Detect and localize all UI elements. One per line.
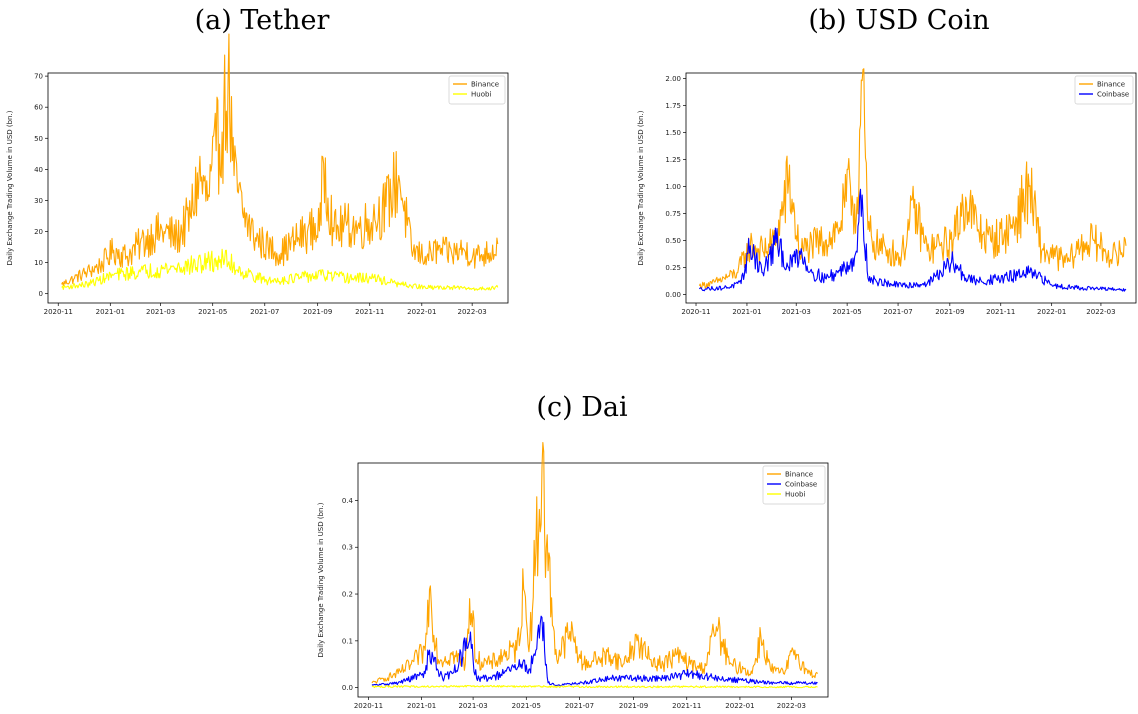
y-tick-label: 40 (34, 166, 43, 174)
x-tick-label: 2021-05 (833, 308, 862, 316)
y-tick-label: 0.4 (342, 497, 354, 505)
x-tick-label: 2021-09 (619, 702, 648, 710)
x-tick-label: 2020-11 (44, 308, 73, 316)
legend-label-binance: Binance (471, 81, 499, 89)
legend-label-huobi: Huobi (785, 491, 805, 499)
series-line-huobi (371, 684, 818, 689)
y-tick-label: 1.75 (665, 102, 681, 110)
x-tick-label: 2022-03 (1086, 308, 1115, 316)
y-tick-label: 0.1 (342, 637, 353, 645)
x-tick-label: 2021-07 (565, 702, 594, 710)
y-axis-label: Daily Exchange Trading Volume in USD (bn… (6, 110, 14, 265)
series-line-binance (61, 33, 499, 287)
x-tick-label: 2021-03 (458, 702, 487, 710)
x-tick-label: 2022-03 (458, 308, 487, 316)
x-tick-label: 2021-01 (732, 308, 761, 316)
y-tick-label: 0.3 (342, 544, 353, 552)
panel-title-b: (b) USD Coin (808, 5, 990, 36)
x-tick-label: 2021-11 (986, 308, 1015, 316)
x-tick-label: 2021-01 (407, 702, 436, 710)
y-tick-label: 50 (34, 135, 43, 143)
series-line-coinbase (698, 188, 1127, 292)
x-tick-label: 2021-09 (303, 308, 332, 316)
x-tick-label: 2021-03 (782, 308, 811, 316)
x-tick-label: 2020-11 (681, 308, 710, 316)
y-tick-label: 20 (34, 228, 43, 236)
panel-title-c: (c) Dai (536, 392, 628, 423)
chart-panel-0: 2020-11 2021-01 2021-03 2021-05 2021-07 2021-… (6, 33, 509, 316)
legend-box (1074, 75, 1134, 105)
y-tick-label: 0 (39, 290, 43, 298)
y-tick-label: 1.25 (665, 156, 681, 164)
x-tick-label: 2022-03 (777, 702, 806, 710)
x-tick-label: 2021-03 (146, 308, 175, 316)
legend-label-huobi: Huobi (471, 91, 491, 99)
y-axis-label: Daily Exchange Trading Volume in USD (bn… (637, 110, 645, 265)
y-tick-label: 1.50 (665, 129, 681, 137)
chart-panel-2: 2020-11 2021-01 2021-03 2021-05 2021-07 2021-… (317, 441, 829, 710)
x-tick-label: 2021-05 (198, 308, 227, 316)
x-tick-label: 2021-05 (512, 702, 541, 710)
y-tick-label: 0.2 (342, 591, 353, 599)
y-tick-label: 0.00 (665, 291, 681, 299)
plot-frame (357, 462, 829, 698)
series-line-binance (371, 441, 818, 684)
x-tick-label: 2021-07 (883, 308, 912, 316)
legend-label-coinbase: Coinbase (785, 481, 817, 489)
x-tick-label: 2022-01 (407, 308, 436, 316)
x-tick-label: 2022-01 (1037, 308, 1066, 316)
x-tick-label: 2021-11 (355, 308, 384, 316)
legend-label-binance: Binance (785, 471, 813, 479)
x-tick-label: 2020-11 (354, 702, 383, 710)
y-tick-label: 0.0 (342, 684, 353, 692)
series-line-binance (698, 68, 1127, 290)
legend-label-coinbase: Coinbase (1097, 91, 1129, 99)
x-tick-label: 2021-01 (96, 308, 125, 316)
y-tick-label: 0.25 (665, 264, 681, 272)
panel-title-a: (a) Tether (194, 5, 330, 36)
series-line-huobi (61, 248, 499, 291)
y-tick-label: 0.50 (665, 237, 681, 245)
y-tick-label: 2.00 (665, 75, 681, 83)
x-tick-label: 2021-07 (250, 308, 279, 316)
y-tick-label: 60 (34, 104, 43, 112)
x-tick-label: 2022-01 (725, 702, 754, 710)
y-tick-label: 0.75 (665, 210, 681, 218)
y-tick-label: 10 (34, 259, 43, 267)
y-tick-label: 30 (34, 197, 43, 205)
y-tick-label: 70 (34, 73, 43, 81)
y-tick-label: 1.00 (665, 183, 681, 191)
plot-frame (685, 72, 1137, 304)
x-tick-label: 2021-09 (935, 308, 964, 316)
legend-box (448, 75, 506, 105)
y-axis-label: Daily Exchange Trading Volume in USD (bn… (317, 502, 325, 657)
chart-panel-1: 2020-11 2021-01 2021-03 2021-05 2021-07 2021-… (637, 68, 1137, 316)
plot-frame (47, 72, 509, 304)
legend-label-binance: Binance (1097, 81, 1125, 89)
x-tick-label: 2021-11 (672, 702, 701, 710)
series-line-coinbase (371, 615, 818, 687)
